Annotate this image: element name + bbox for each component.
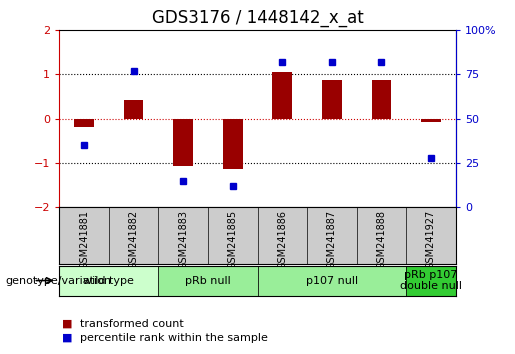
Text: GSM241882: GSM241882 bbox=[129, 210, 139, 269]
Text: GSM241886: GSM241886 bbox=[277, 210, 287, 269]
Text: pRb p107
double null: pRb p107 double null bbox=[400, 270, 462, 291]
Bar bbox=[406, 266, 456, 296]
Bar bbox=[272, 72, 292, 119]
Bar bbox=[173, 119, 193, 166]
Bar bbox=[159, 266, 258, 296]
Bar bbox=[124, 100, 144, 119]
Bar bbox=[223, 119, 243, 169]
Text: transformed count: transformed count bbox=[80, 319, 183, 329]
Text: ■: ■ bbox=[62, 333, 72, 343]
Bar bbox=[322, 80, 342, 119]
Text: ■: ■ bbox=[62, 319, 72, 329]
Text: GSM241927: GSM241927 bbox=[426, 210, 436, 269]
Text: genotype/variation: genotype/variation bbox=[5, 275, 111, 286]
Title: GDS3176 / 1448142_x_at: GDS3176 / 1448142_x_at bbox=[151, 10, 364, 27]
Text: GSM241887: GSM241887 bbox=[327, 210, 337, 269]
Bar bbox=[258, 266, 406, 296]
Bar bbox=[59, 266, 159, 296]
Text: GSM241885: GSM241885 bbox=[228, 210, 238, 269]
Text: wild type: wild type bbox=[83, 275, 134, 286]
Bar bbox=[421, 119, 441, 122]
Text: GSM241881: GSM241881 bbox=[79, 210, 89, 269]
Text: GSM241883: GSM241883 bbox=[178, 210, 188, 269]
Bar bbox=[74, 119, 94, 126]
Text: p107 null: p107 null bbox=[306, 275, 358, 286]
Text: pRb null: pRb null bbox=[185, 275, 231, 286]
Text: GSM241888: GSM241888 bbox=[376, 210, 386, 269]
Bar bbox=[371, 80, 391, 119]
Text: percentile rank within the sample: percentile rank within the sample bbox=[80, 333, 268, 343]
